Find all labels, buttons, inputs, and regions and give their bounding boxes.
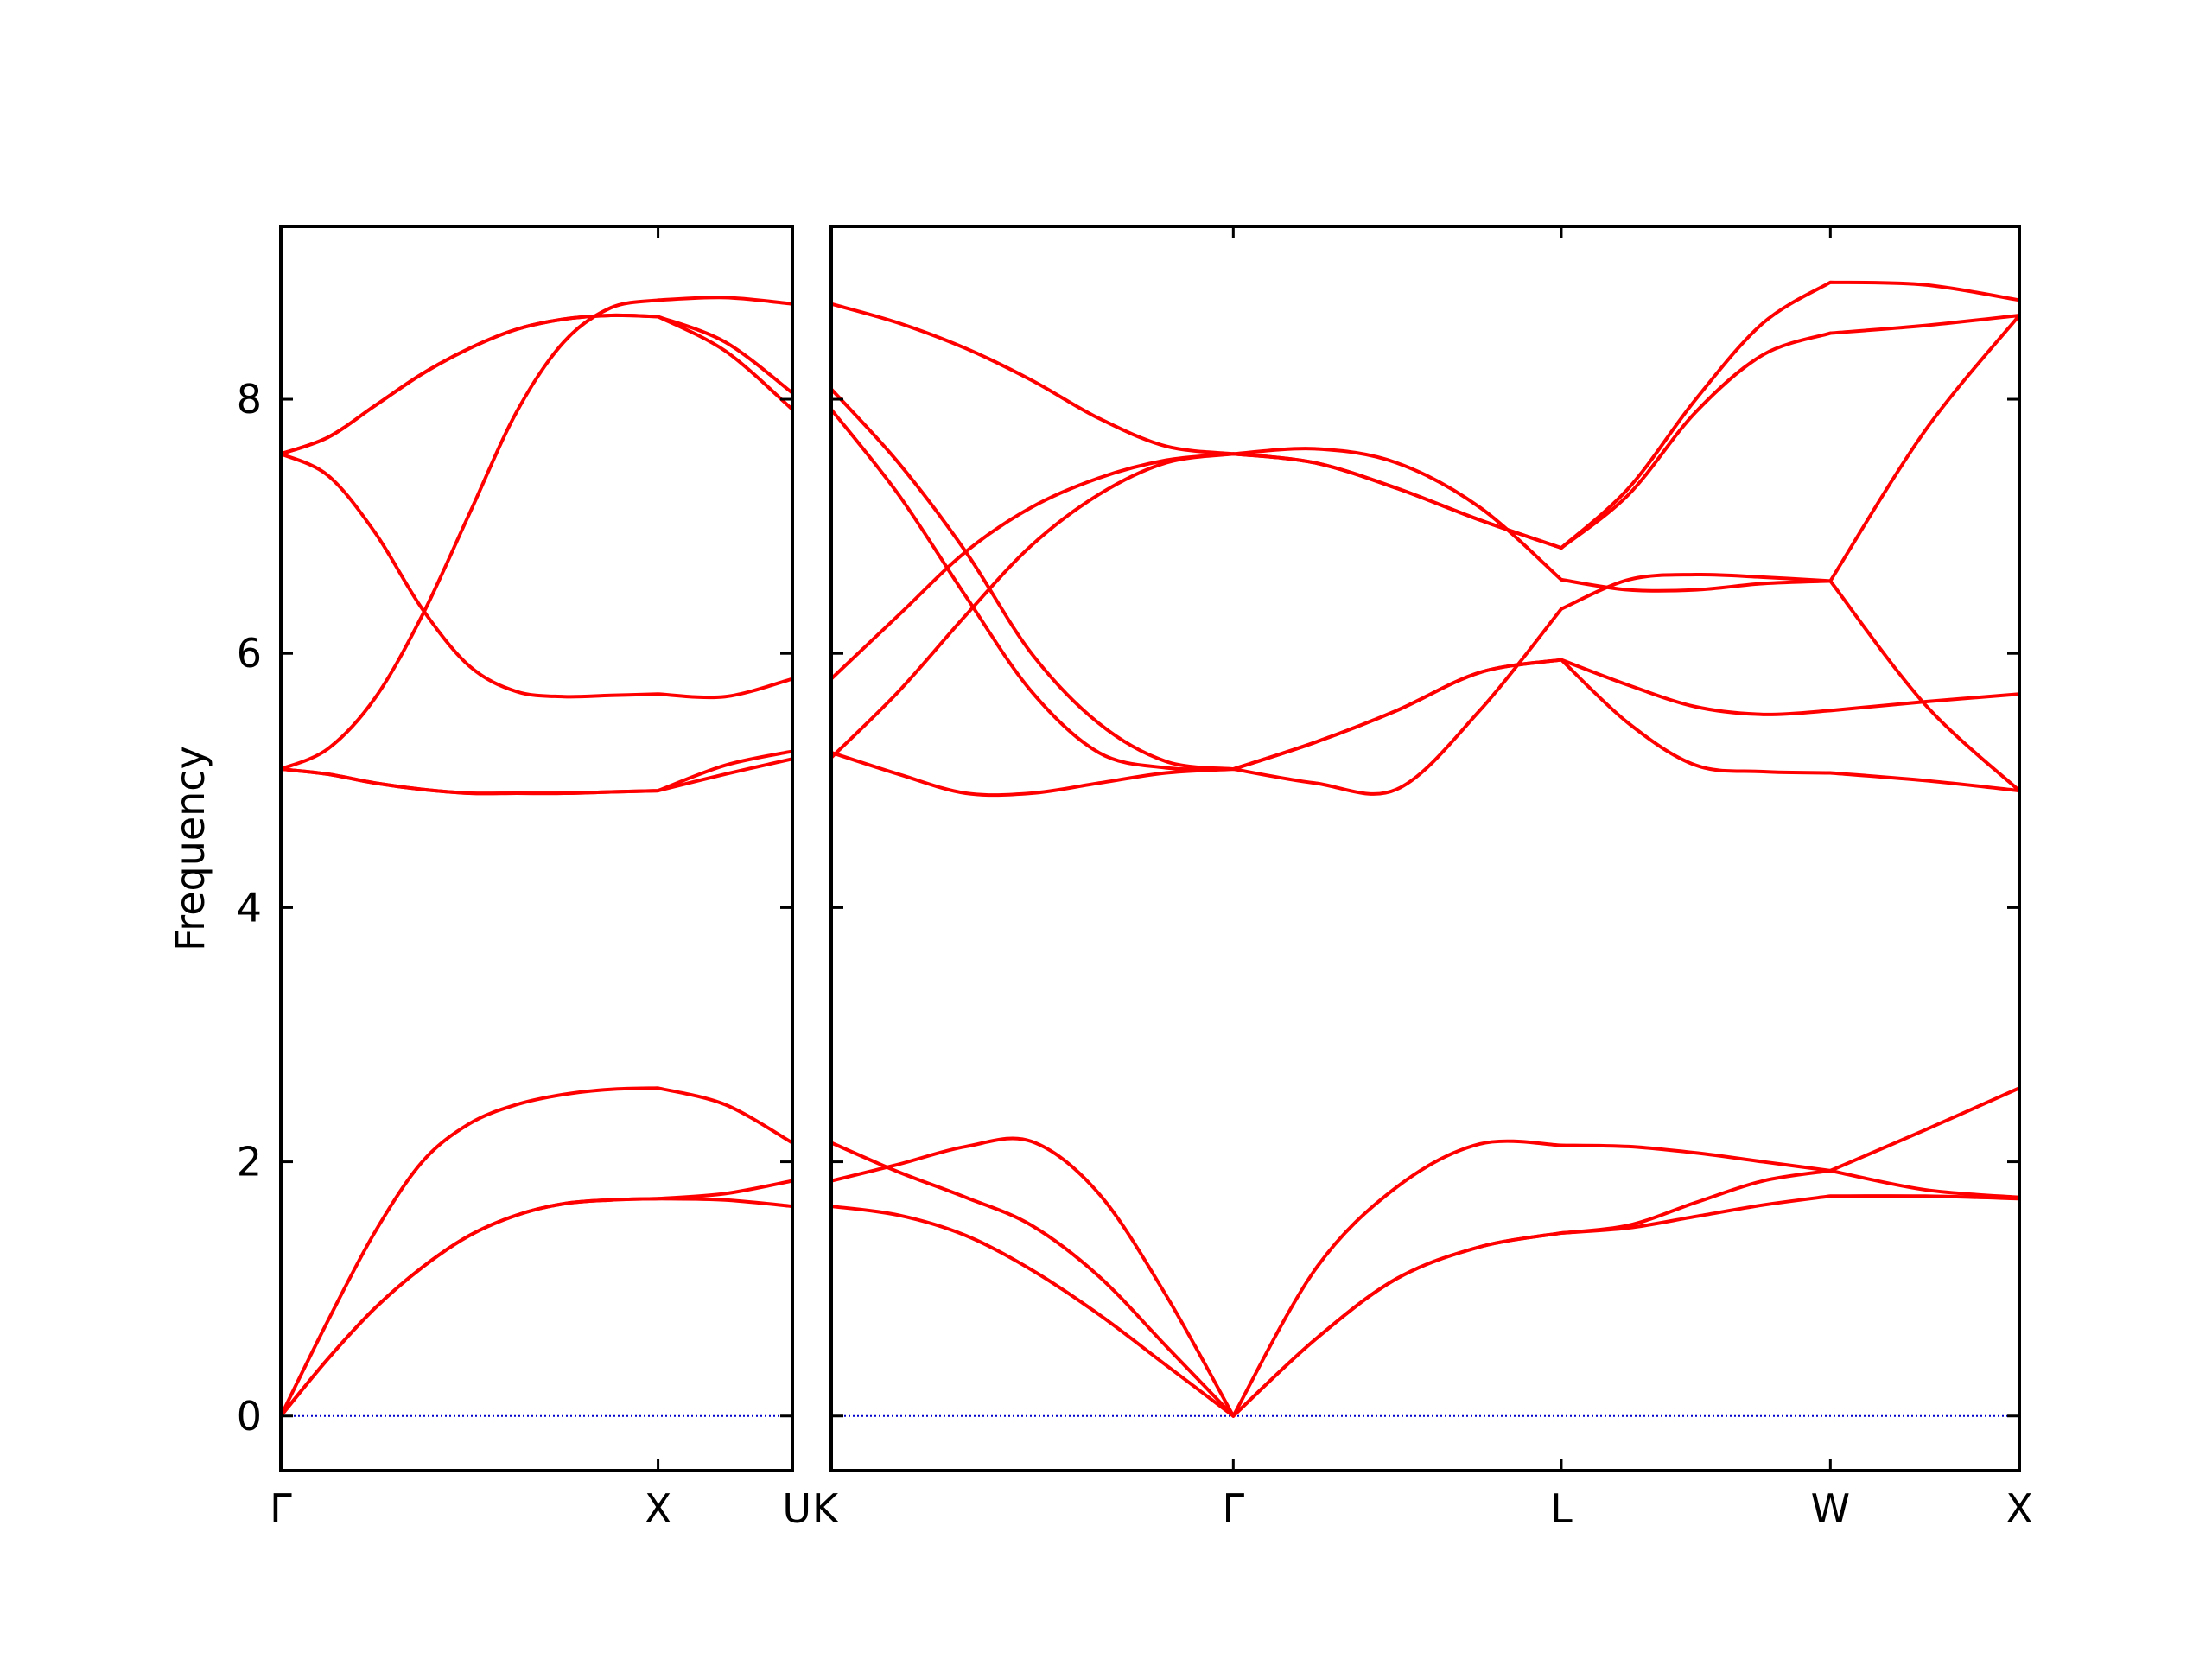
- x-tick-label: Γ: [270, 1485, 292, 1532]
- axes-frame: [279, 225, 794, 1472]
- axes-frame: [830, 225, 2021, 1472]
- x-tick-label: Γ: [1223, 1485, 1245, 1532]
- x-tick-label: X: [645, 1485, 672, 1532]
- band-line: [830, 1141, 2020, 1418]
- x-tick-label: W: [1811, 1485, 1850, 1532]
- band-line: [280, 313, 794, 456]
- y-axis-label: Frequency: [167, 746, 213, 951]
- band-line: [830, 387, 2021, 796]
- band-line: [830, 1194, 2020, 1418]
- x-tick-label: U: [782, 1485, 811, 1532]
- band-line: [830, 302, 2021, 593]
- band-line: [279, 1197, 793, 1418]
- band-line: [279, 1086, 793, 1417]
- x-tick-label: X: [2005, 1485, 2033, 1532]
- band-line: [830, 658, 2020, 798]
- band-line: [280, 749, 793, 796]
- band-line: [830, 408, 2020, 772]
- band-line: [280, 757, 793, 796]
- y-tick-label: 0: [237, 1393, 262, 1440]
- y-tick-label: 8: [237, 376, 262, 423]
- band-line: [280, 296, 793, 771]
- band-line: [830, 313, 2020, 760]
- y-tick-label: 6: [237, 630, 262, 677]
- x-tick-label: L: [1550, 1485, 1573, 1532]
- band-line: [279, 1179, 793, 1418]
- band-line: [280, 452, 793, 700]
- y-tick-label: 2: [237, 1139, 262, 1185]
- band-line: [830, 1086, 2020, 1418]
- band-line: [280, 313, 794, 456]
- x-tick-label: K: [812, 1485, 840, 1532]
- y-tick-label: 4: [237, 884, 262, 931]
